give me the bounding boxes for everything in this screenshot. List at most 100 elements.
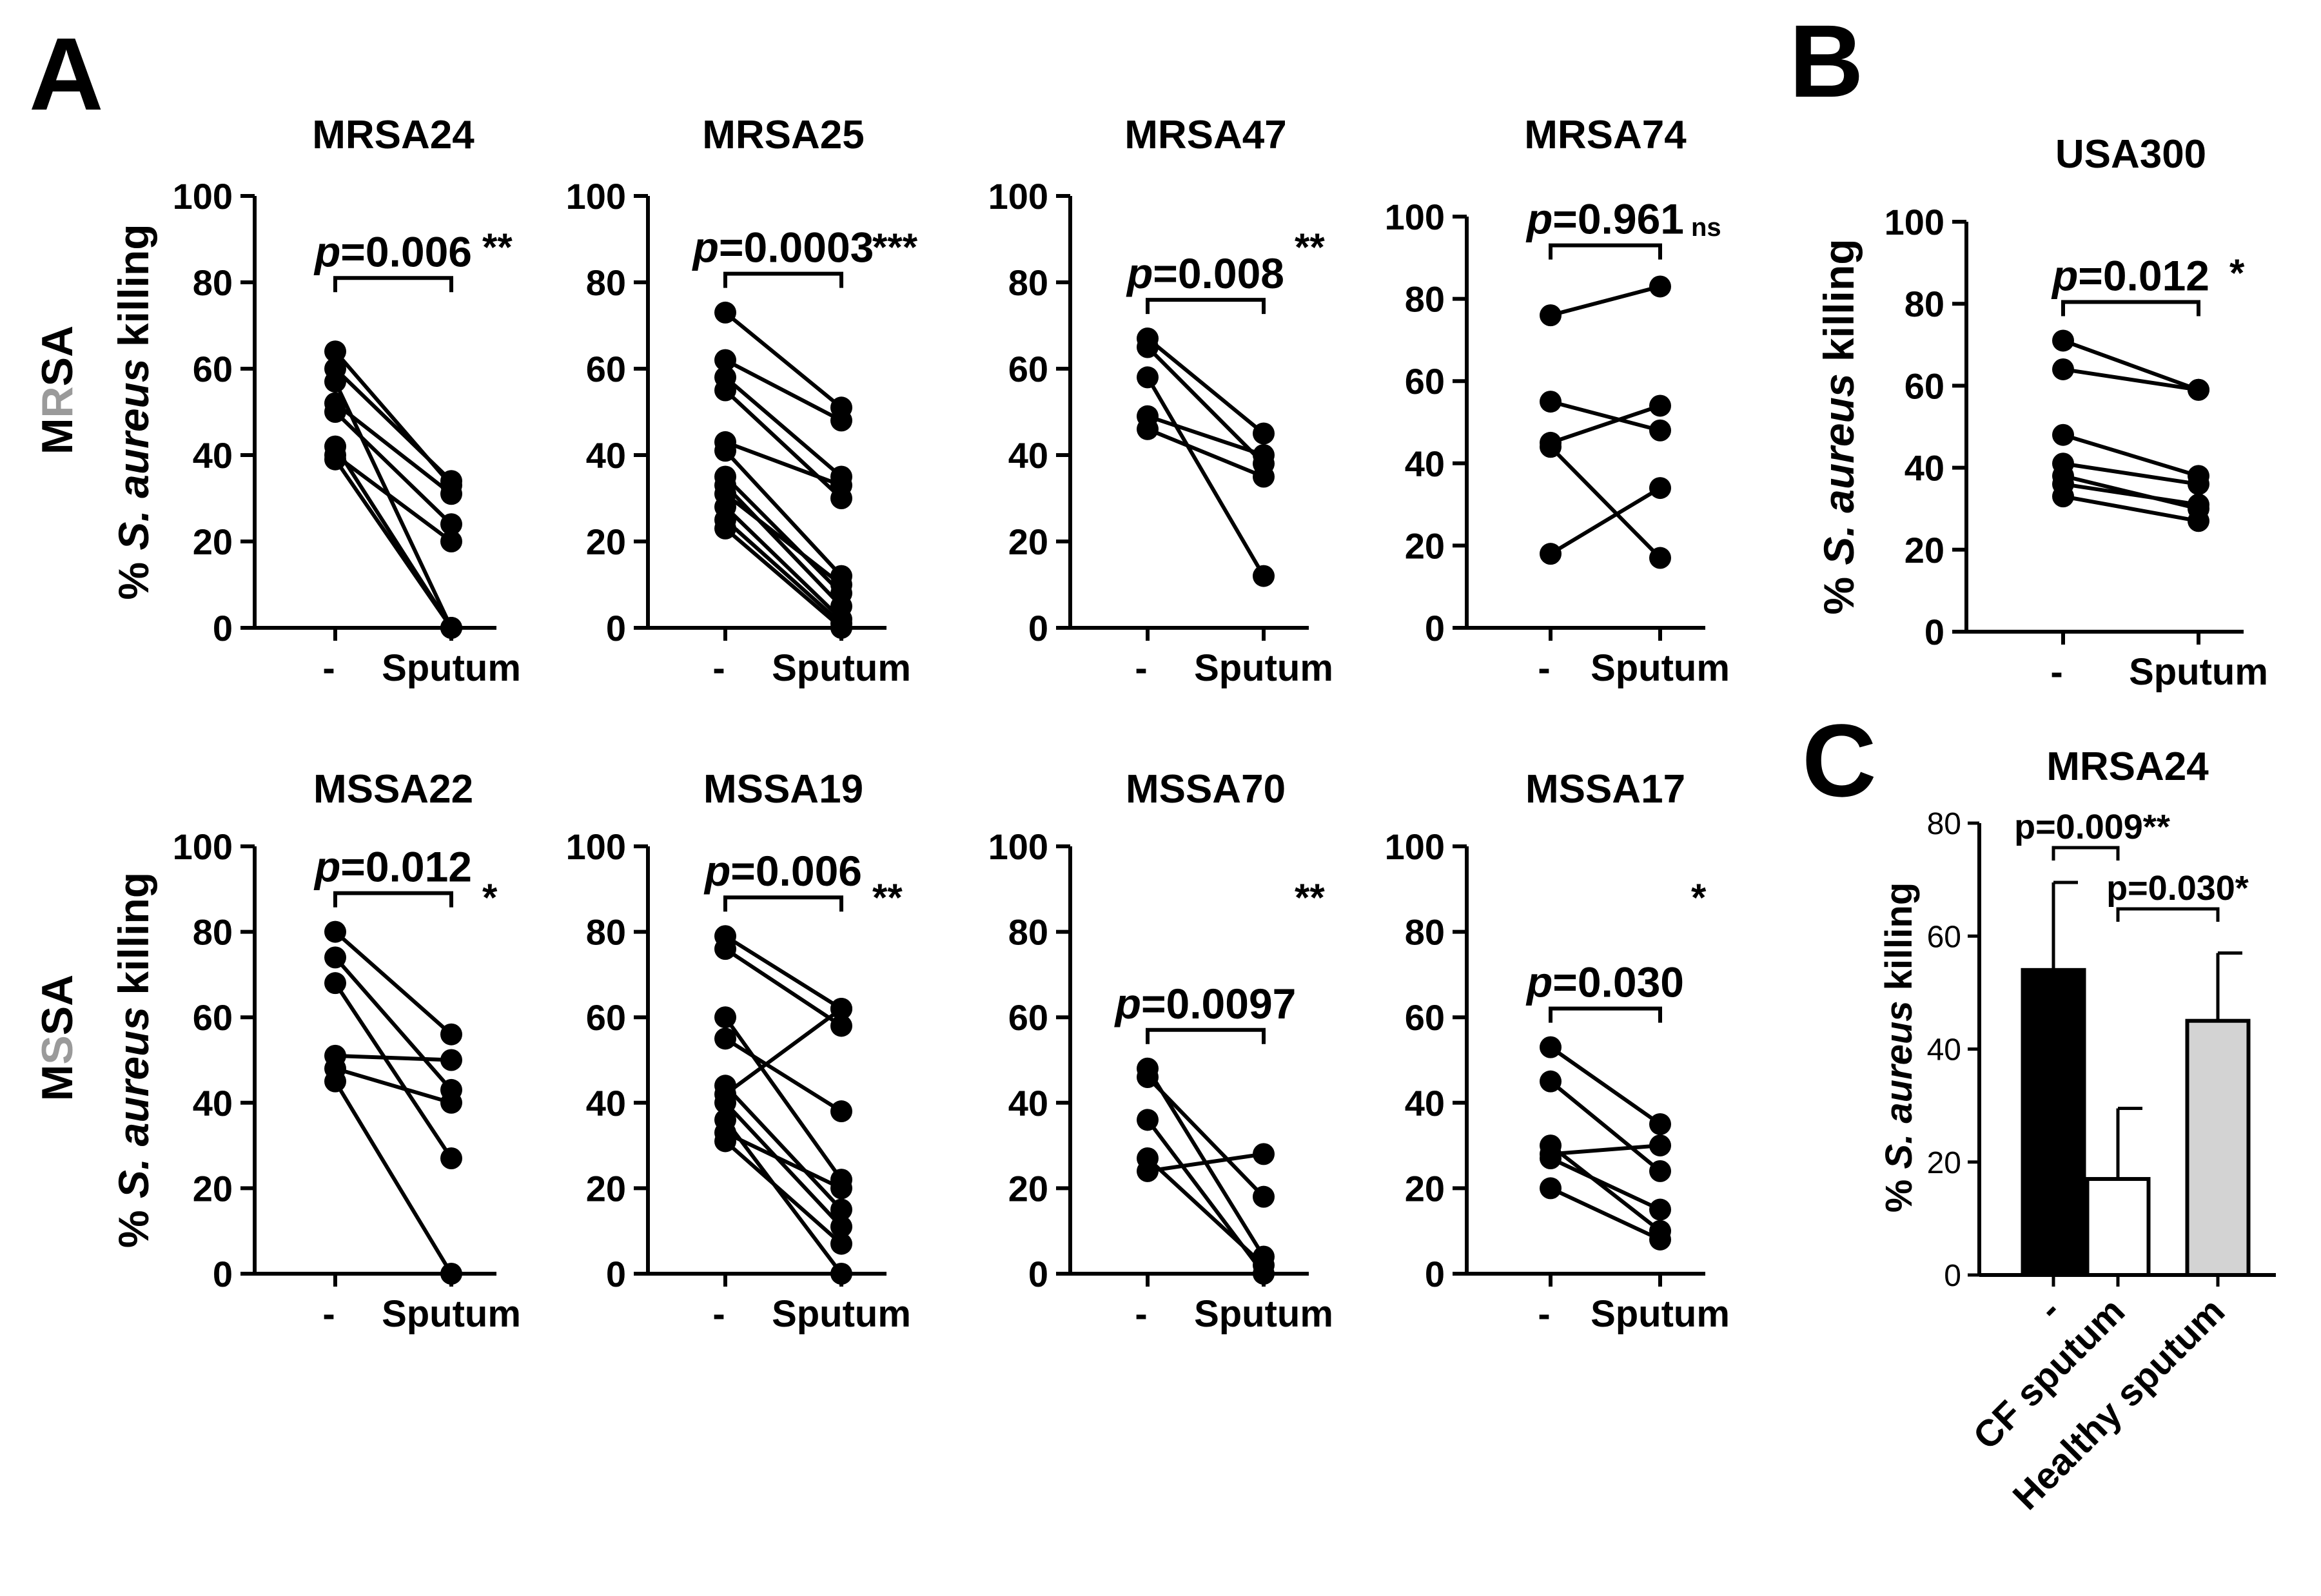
significance-stars: *** [872,226,918,269]
point-after [2188,473,2209,496]
pair-line [1550,400,1661,433]
p-value-label: p=0.961 [1525,195,1684,243]
p-value-label: p=0.012 [313,843,472,891]
pair-line [1550,404,1661,445]
y-tick-label: 80 [193,262,233,303]
p-value-label: p=0.006 [703,847,862,895]
significance-bracket [333,276,453,293]
panel-letter-b: B [1789,3,1864,119]
significance-bracket [1146,1027,1266,1044]
pair-line [723,505,843,621]
y-tick-label: 80 [193,912,233,953]
point-before [714,1027,736,1050]
pair-line [724,527,843,630]
pair-line [333,982,453,1160]
p-value-label: p=0.012 [2051,251,2209,299]
y-tick-label: 40 [1008,1083,1048,1124]
point-before [714,301,736,324]
pair-line [1146,1156,1266,1267]
y-tick-label: 0 [1425,1254,1445,1294]
y-tick-label: 80 [1405,912,1445,953]
y-tick-label: 20 [1008,521,1048,562]
point-before [1540,543,1562,565]
point-after [440,617,462,639]
point-after [2188,493,2209,516]
chart-usa300: USA300 0 20 40 60 80 100 - Sputum p=0.012 * % S. au… [1815,132,2268,693]
chart-mrsa25: MRSA25 0 20 40 60 80 100 - Sputum p=0.0003*** [566,113,918,689]
pair-line [1146,376,1266,578]
significance-bracket [723,895,843,912]
significance-stars: ** [482,226,513,269]
y-tick-label: 100 [1885,202,1944,242]
pair-line [1550,284,1661,318]
pair-line [724,1131,843,1191]
y-tick-label: 0 [1924,612,1944,652]
significance-stars: * [2229,251,2245,295]
pair-line [333,458,453,629]
point-after [830,1100,852,1123]
y-tick-label: 20 [193,1168,233,1209]
y-tick-label: 20 [1905,530,1944,570]
point-before [324,401,346,423]
point-after [440,513,462,536]
point-after [440,483,462,505]
x-tick-label: - [1135,1293,1147,1335]
point-after [1649,477,1671,500]
point-before [324,1070,346,1093]
pair-line [333,380,453,629]
point-before [714,1130,736,1153]
y-tick-label: 80 [586,262,626,303]
chart-mssa22: MSSA22 0 20 40 60 80 100 - Sputum p=0.012* % S. au… [110,767,521,1335]
x-tick-label: Sputum [382,647,521,689]
y-tick-label: 40 [193,1083,233,1124]
point-before [1540,1036,1562,1058]
y-tick-label: 40 [1927,1033,1961,1067]
y-tick-label: 0 [1028,608,1048,648]
x-tick-label: - [1538,647,1550,689]
significance-stars: * [482,876,498,919]
x-tick-label: - [322,647,335,689]
point-before [324,946,346,969]
point-before [1540,1070,1562,1093]
pair-line [334,453,453,543]
y-tick-label: 60 [1405,361,1445,402]
x-tick-label: Sputum [1194,647,1333,689]
pair-line [1147,414,1264,457]
pair-line [1146,1075,1266,1198]
comparison-bracket [2052,846,2120,861]
pair-line [335,1053,452,1062]
point-after [1649,1113,1671,1135]
p-value-label: p=0.0003 [692,224,874,271]
chart-title: MSSA19 [703,767,863,812]
y-tick-label: 40 [193,435,233,476]
point-after [830,574,852,596]
y-tick-label: 0 [213,608,233,648]
pair-line [2062,462,2199,487]
point-after [2188,378,2209,401]
point-after [1649,1228,1671,1251]
pair-line [334,930,453,1036]
chart-title: USA300 [2055,132,2206,177]
y-tick-label: 40 [1008,435,1048,476]
point-after [440,1049,462,1071]
chart-title: MRSA47 [1124,113,1287,157]
point-before [1137,418,1159,440]
point-before [714,349,736,371]
point-before [324,371,346,393]
point-before [1540,1177,1562,1200]
chart-title: MRSA24 [2046,744,2209,789]
pair-line [335,1066,452,1105]
significance-stars: ** [872,876,903,919]
y-axis-label: % S. aureus killing [1815,238,1863,614]
x-tick-label: - [2030,1290,2069,1328]
y-tick-label: 40 [1405,1083,1445,1124]
chart-title: MSSA70 [1126,767,1286,812]
pair-line [724,518,843,625]
point-after [1649,1160,1671,1182]
point-after [440,1263,462,1285]
chart-mrsa24: MRSA24 0 20 40 60 80 100 - Sputum p=0.006 ** % S. a… [110,113,521,689]
x-tick-label: - [1135,647,1147,689]
comparison-label: p=0.009** [2014,808,2170,846]
point-before [1137,1109,1159,1131]
